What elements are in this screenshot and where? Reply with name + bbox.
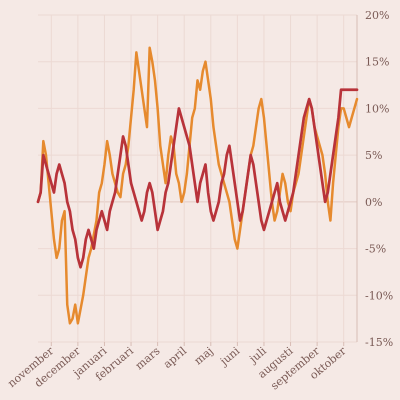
x-tick-label: maj xyxy=(192,344,216,367)
y-tick-label: 20% xyxy=(365,9,389,22)
y-tick-label: 10% xyxy=(365,102,389,115)
x-tick-label: april xyxy=(161,344,190,371)
x-tick-label: mars xyxy=(133,344,163,372)
y-tick-label: -10% xyxy=(365,289,393,302)
y-tick-label: 0% xyxy=(365,196,382,209)
y-tick-label: 15% xyxy=(365,56,389,69)
y-tick-label: -15% xyxy=(365,336,393,349)
series-line-2 xyxy=(36,88,359,269)
series-line-1 xyxy=(36,46,359,325)
label-layer: 20%15%10%5%0%-5%-10%-15%novemberdecember… xyxy=(5,9,393,392)
axis-layer xyxy=(50,15,358,346)
y-tick-label: -5% xyxy=(365,243,386,256)
grid-layer xyxy=(38,14,357,343)
y-tick-label: 5% xyxy=(365,149,382,162)
x-tick-label: juni xyxy=(216,344,242,369)
series-layer xyxy=(36,46,359,325)
